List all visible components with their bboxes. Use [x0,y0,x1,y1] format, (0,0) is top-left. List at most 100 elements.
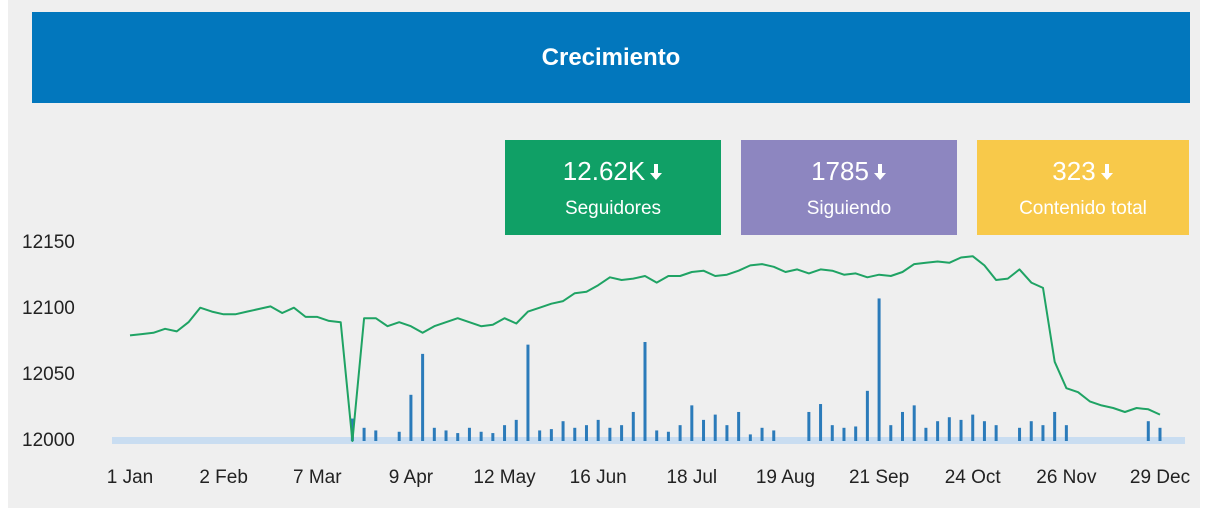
bar [865,390,869,441]
x-tick-label: 19 Aug [756,467,815,488]
bar [690,405,694,441]
bar [713,414,717,441]
bar [374,430,378,441]
bar [620,425,624,441]
bar [748,434,752,441]
bar [479,431,483,441]
bar [573,427,577,441]
kpi-value-row: 323 [977,156,1189,187]
bar [819,404,823,441]
x-tick-label: 24 Oct [945,467,1002,488]
bar [409,394,413,441]
down-arrow-icon [1100,163,1113,180]
bar [1029,421,1033,441]
bar [772,430,776,441]
y-tick-label: 12150 [22,232,75,253]
bar [1041,425,1045,441]
bar [549,429,553,441]
x-tick-label: 9 Apr [389,467,434,488]
bar [1053,411,1057,441]
kpi-value-row: 12.62K [505,156,721,187]
bar [596,419,600,441]
bar [877,298,881,441]
bar [936,421,940,441]
bar [432,427,436,441]
bar [1158,427,1162,441]
x-tick-label: 16 Jun [570,467,627,488]
bar [538,430,542,441]
bar [678,425,682,441]
bar [397,431,401,441]
bar [702,419,706,441]
bar [643,342,647,441]
bar [854,426,858,441]
y-tick-label: 12050 [22,364,75,385]
kpi-label: Seguidores [564,198,662,219]
bar [807,411,811,441]
bar [456,433,460,441]
header: Crecimiento [32,12,1190,103]
bar [561,421,565,441]
bar [666,431,670,441]
bar [514,419,518,441]
line [129,255,1161,442]
x-tick-label: 21 Sep [849,467,909,488]
bar [959,419,963,441]
bar [503,425,507,441]
x-tick-label: 7 Mar [293,467,342,488]
bar [1018,427,1022,441]
header-title: Crecimiento [541,43,681,71]
bar [760,427,764,441]
bar [584,425,588,441]
bar [655,430,659,441]
kpi-value: 1785 [811,156,869,186]
bar [444,430,448,441]
y-tick-label: 12100 [22,298,75,319]
x-tick-label: 18 Jul [666,467,717,488]
down-arrow-icon [873,163,886,180]
x-tick-label: 26 Nov [1036,467,1097,488]
arrow-shape [1100,163,1113,180]
arrow-shape [650,163,663,180]
bar [608,427,612,441]
y-tick-label: 12000 [22,430,75,451]
baseline-band [112,437,1185,444]
bar [421,353,425,441]
bar [901,411,904,441]
kpi-value: 12.62K [562,156,646,186]
bar [947,417,951,441]
bar [889,425,893,441]
bar [924,427,928,441]
x-tick-label: 2 Feb [199,467,248,488]
bar [830,425,834,441]
kpi-card: 323 Contenido total [977,140,1189,235]
bar [350,418,354,441]
bar [982,421,986,441]
bar [971,414,975,441]
kpi-value: 323 [1052,156,1096,186]
bar [912,405,916,441]
kpi-card: 12.62K Seguidores [505,140,721,235]
down-arrow-icon [650,163,663,180]
bar [842,427,846,441]
bar [362,427,366,441]
kpi-label: Siguiendo [806,198,892,219]
bar [737,411,741,441]
bar [467,427,471,441]
arrow-shape [873,163,886,180]
bar [526,344,530,441]
bar [1064,425,1068,441]
kpi-value-row: 1785 [741,156,957,187]
bar [491,433,495,441]
bar [725,425,729,441]
kpi-card: 1785 Siguiendo [741,140,957,235]
x-tick-label: 1 Jan [107,467,153,488]
bar [1146,421,1150,441]
x-tick-label: 29 Dec [1130,467,1190,488]
kpi-label: Contenido total [1019,198,1147,219]
bar [631,411,635,441]
x-tick-label: 12 May [473,467,536,488]
bar [994,425,998,441]
